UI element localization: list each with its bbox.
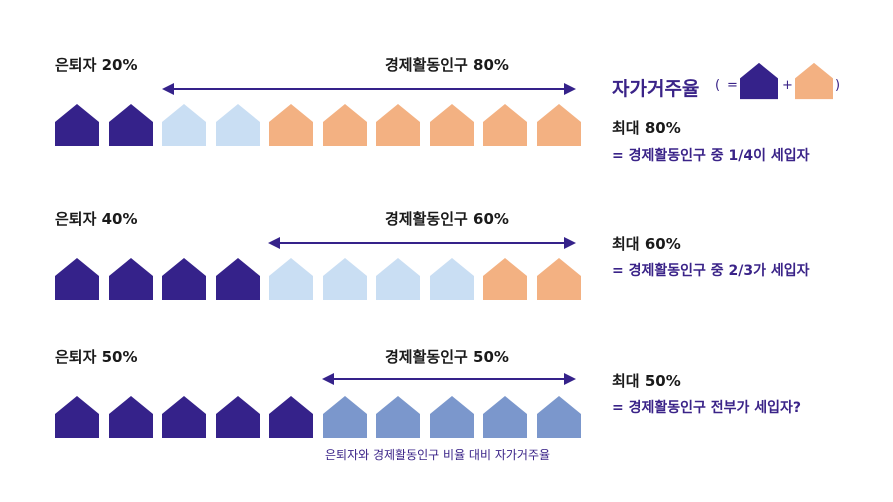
row1-max-label: 최대 80% xyxy=(612,119,681,137)
legend-retired-house-icon xyxy=(740,62,778,100)
owner-house-icon xyxy=(322,104,367,146)
owner-house-icon xyxy=(483,104,527,146)
row3-retired-label: 은퇴자 50% xyxy=(55,348,138,366)
row2-desc: = 경제활동인구 중 2/3가 세입자 xyxy=(612,263,810,279)
legend-open-paren: ( xyxy=(715,78,721,93)
row3-arrow xyxy=(322,372,576,386)
row2-retired-label: 은퇴자 40% xyxy=(55,210,138,228)
retired-house-icon xyxy=(215,396,260,438)
renter-house-icon xyxy=(162,104,206,146)
retired-house-icon xyxy=(108,258,153,300)
retired-house-icon xyxy=(162,396,206,438)
owner-house-icon xyxy=(536,104,581,146)
renter-house-icon xyxy=(215,104,260,146)
owner-house-icon xyxy=(269,104,313,146)
legend-title: 자가거주율 xyxy=(612,78,700,100)
row1-desc: = 경제활동인구 중 1/4이 세입자 xyxy=(612,148,810,164)
owner-house-icon xyxy=(429,104,474,146)
retired-house-icon xyxy=(162,258,206,300)
row1-active-label: 경제활동인구 80% xyxy=(385,56,509,74)
owner-house-icon xyxy=(483,258,527,300)
row1-retired-label: 은퇴자 20% xyxy=(55,56,138,74)
retired-house-icon xyxy=(55,104,99,146)
legend-equals: = xyxy=(727,78,738,93)
renter-house-icon xyxy=(429,258,474,300)
row3-houses xyxy=(55,396,595,438)
row1-houses xyxy=(55,104,595,146)
ratio_owner-house-icon xyxy=(322,396,367,438)
legend-close-paren: ) xyxy=(835,78,841,93)
owner-house-icon xyxy=(536,258,581,300)
retired-house-icon xyxy=(108,104,153,146)
row3-desc: = 경제활동인구 전부가 세입자? xyxy=(612,400,802,416)
ratio_owner-house-icon xyxy=(429,396,474,438)
retired-house-icon xyxy=(55,396,99,438)
retired-house-icon xyxy=(55,258,99,300)
owner-house-icon xyxy=(376,104,420,146)
legend-plus: + xyxy=(782,78,793,93)
ratio_owner-house-icon xyxy=(536,396,581,438)
ratio_owner-house-icon xyxy=(376,396,420,438)
ratio_owner-house-icon xyxy=(483,396,527,438)
retired-house-icon xyxy=(215,258,260,300)
legend-owner-house-icon xyxy=(795,62,833,100)
row2-houses xyxy=(55,258,595,300)
retired-house-icon xyxy=(269,396,313,438)
row3-max-label: 최대 50% xyxy=(612,372,681,390)
retired-house-icon xyxy=(108,396,153,438)
renter-house-icon xyxy=(269,258,313,300)
row2-max-label: 최대 60% xyxy=(612,235,681,253)
row2-active-label: 경제활동인구 60% xyxy=(385,210,509,228)
row1-arrow xyxy=(162,82,576,96)
renter-house-icon xyxy=(376,258,420,300)
renter-house-icon xyxy=(322,258,367,300)
row2-arrow xyxy=(268,236,576,250)
row3-active-label: 경제활동인구 50% xyxy=(385,348,509,366)
row3-caption: 은퇴자와 경제활동인구 비율 대비 자가거주율 xyxy=(325,448,551,462)
